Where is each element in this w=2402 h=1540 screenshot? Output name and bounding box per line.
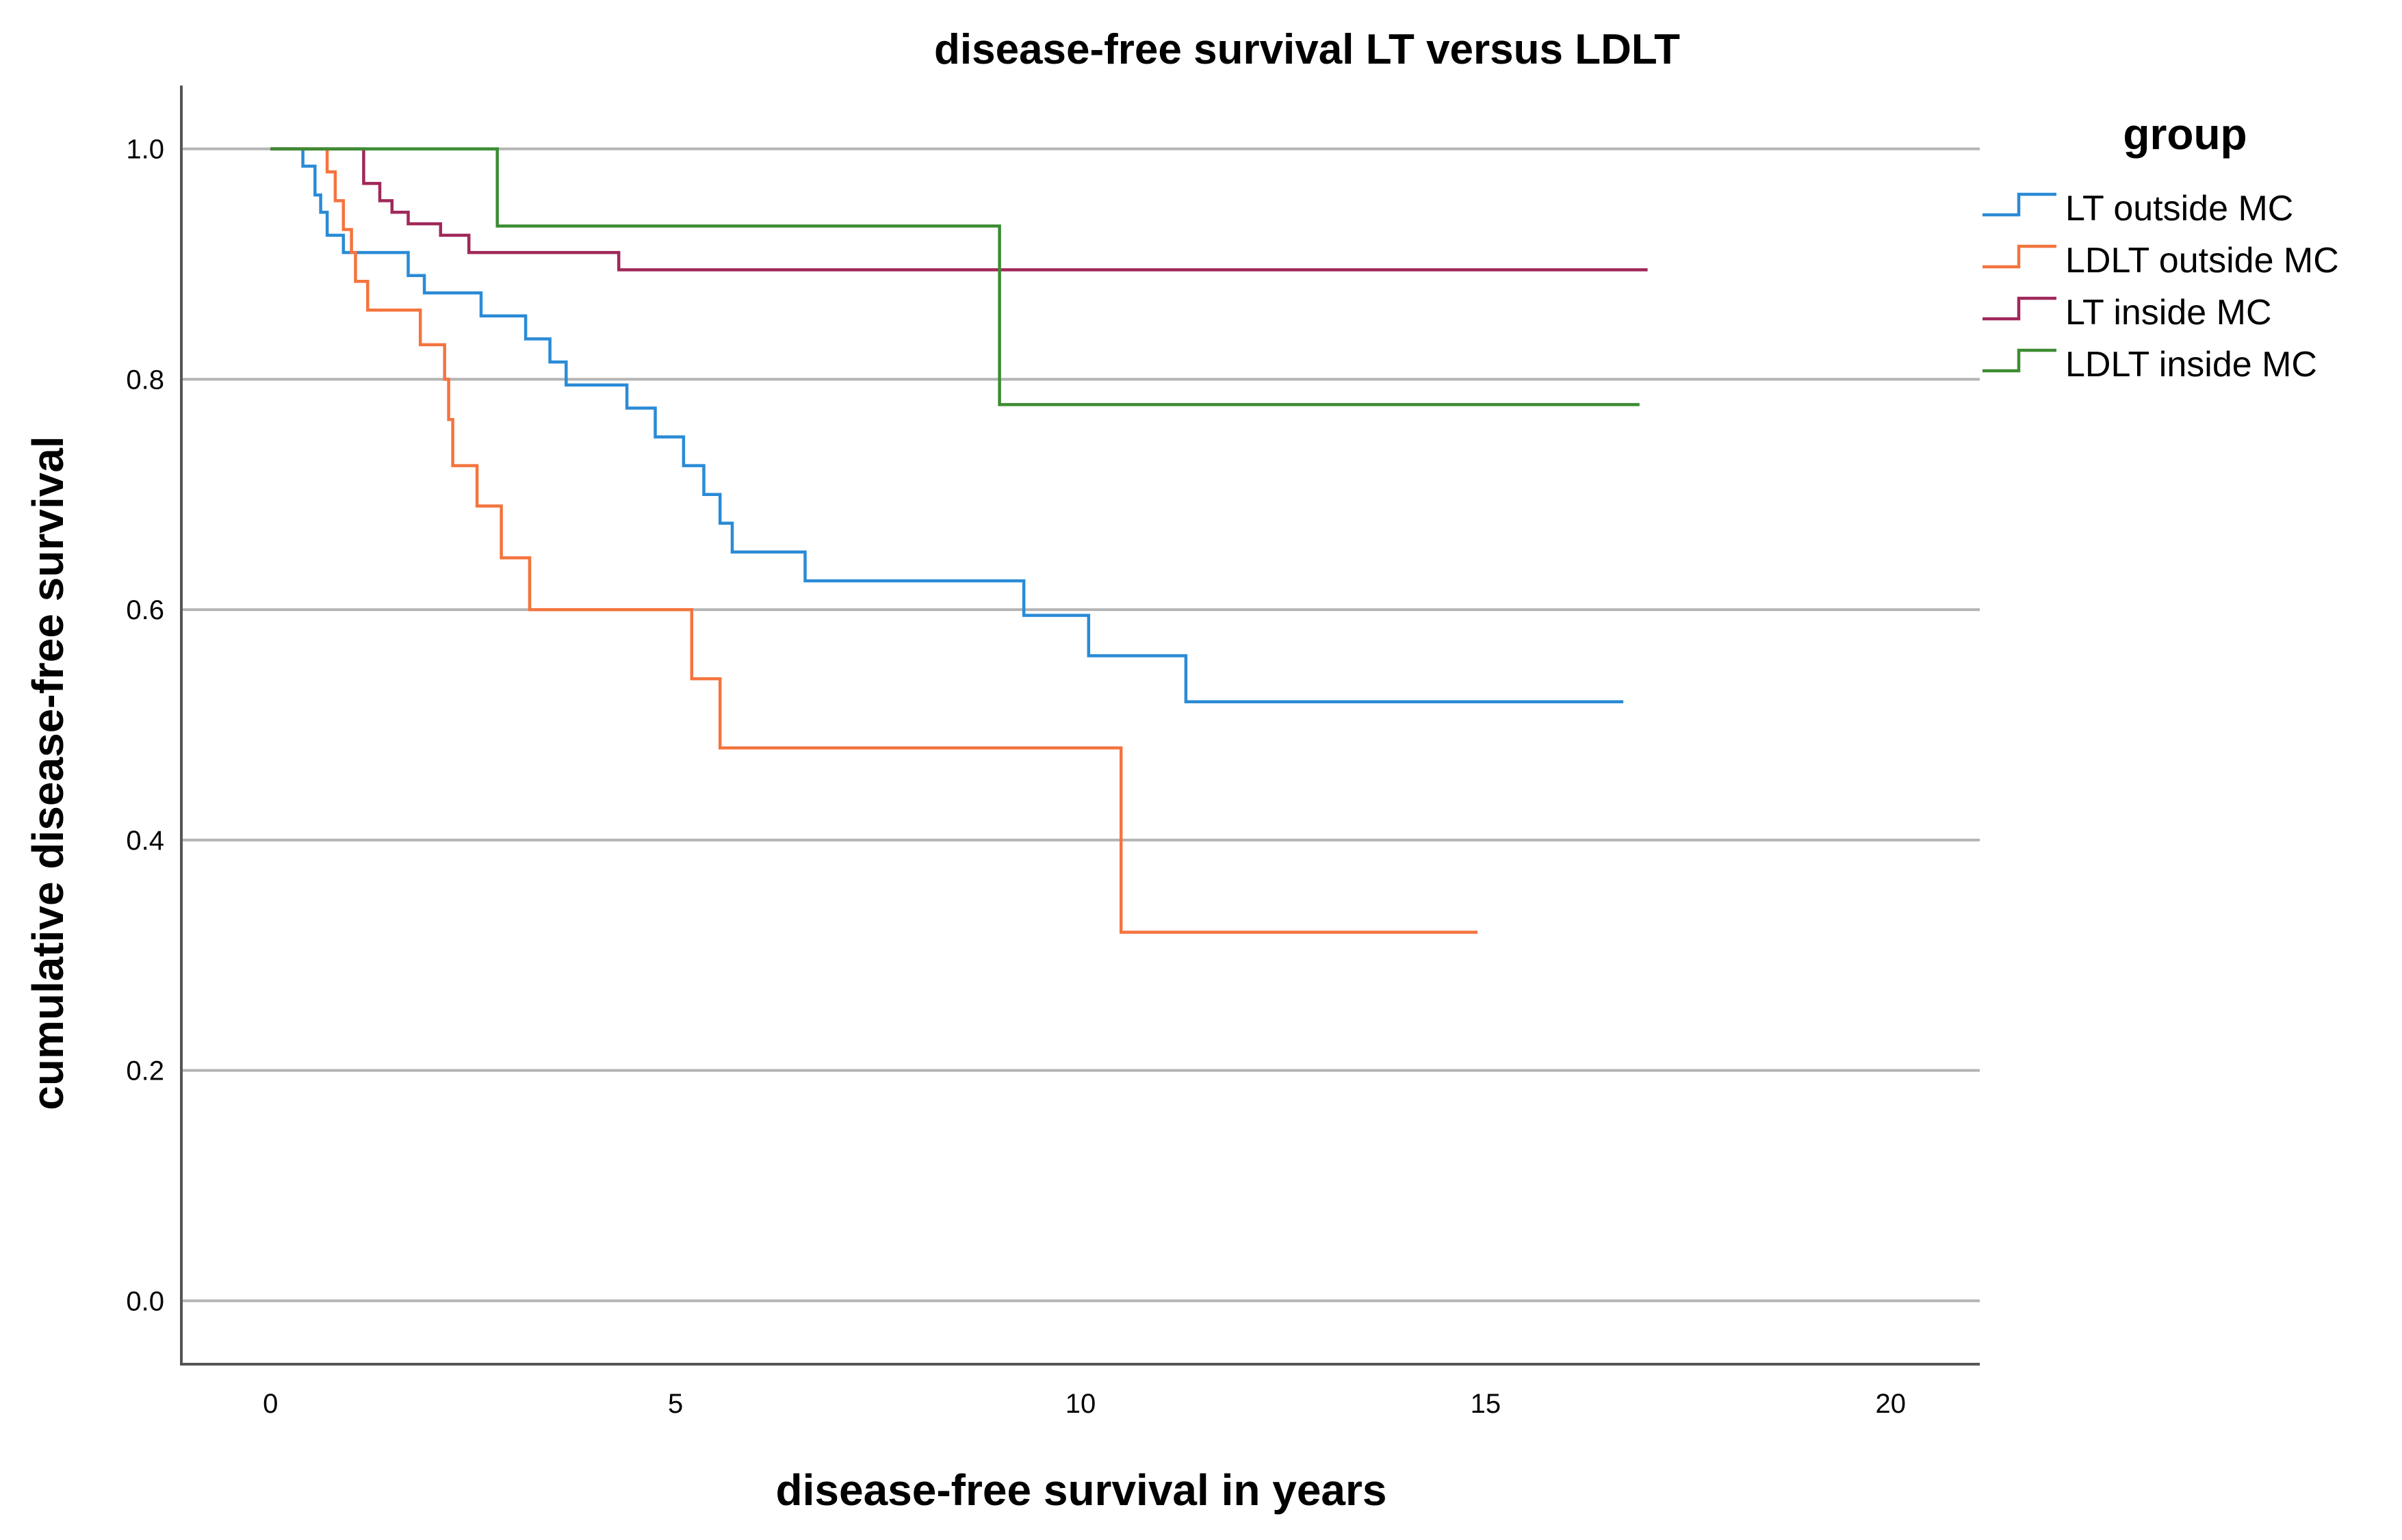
chart-title: disease-free survival LT versus LDLT bbox=[934, 26, 1680, 73]
legend-item: LT outside MC bbox=[1983, 189, 2293, 229]
y-tick-label: 0.6 bbox=[126, 595, 164, 625]
legend-item: LDLT outside MC bbox=[1983, 241, 2339, 280]
legend-items: LT outside MC LDLT outside MC LT inside MC… bbox=[1983, 189, 2339, 384]
x-tick-label: 10 bbox=[1066, 1389, 1096, 1419]
legend-swatch bbox=[1983, 244, 2056, 269]
legend-swatch bbox=[1983, 348, 2056, 373]
x-tick-label: 0 bbox=[263, 1389, 278, 1419]
x-tick-labels: 0 5 10 15 20 bbox=[263, 1389, 1906, 1419]
legend-label: LT outside MC bbox=[2065, 189, 2293, 229]
y-tick-label: 1.0 bbox=[126, 135, 164, 165]
y-tick-label: 0.8 bbox=[126, 365, 164, 395]
y-axis-title: cumulative disease-free survival bbox=[23, 436, 73, 1110]
legend-swatch bbox=[1983, 192, 2056, 217]
y-tick-labels: 0.0 0.2 0.4 0.6 0.8 1.0 bbox=[126, 135, 164, 1317]
x-tick-label: 15 bbox=[1471, 1389, 1501, 1419]
y-tick-label: 0.2 bbox=[126, 1056, 164, 1086]
legend-title: group bbox=[2123, 109, 2247, 159]
x-axis-title: disease-free survival in years bbox=[776, 1465, 1387, 1515]
axes bbox=[180, 86, 1980, 1366]
series-line-ldlt-outside-mc bbox=[270, 147, 1478, 934]
legend-label: LDLT inside MC bbox=[2065, 345, 2317, 384]
legend-label: LT inside MC bbox=[2065, 293, 2272, 332]
x-tick-label: 20 bbox=[1876, 1389, 1907, 1419]
series-lines bbox=[270, 147, 1648, 934]
gridlines bbox=[181, 147, 1980, 1303]
series-line-lt-outside-mc bbox=[270, 147, 1624, 704]
x-tick-label: 5 bbox=[668, 1389, 683, 1419]
series-line-ldlt-inside-mc bbox=[270, 147, 1640, 406]
legend-item: LT inside MC bbox=[1983, 293, 2272, 332]
legend-label: LDLT outside MC bbox=[2065, 241, 2339, 280]
y-tick-label: 0.4 bbox=[126, 826, 164, 856]
y-tick-label: 0.0 bbox=[126, 1286, 164, 1316]
legend: group LT outside MC LDLT outside MC LT ins… bbox=[1983, 109, 2339, 384]
legend-item: LDLT inside MC bbox=[1983, 345, 2317, 384]
series-line-lt-inside-mc bbox=[270, 147, 1648, 272]
legend-swatch bbox=[1983, 296, 2056, 321]
